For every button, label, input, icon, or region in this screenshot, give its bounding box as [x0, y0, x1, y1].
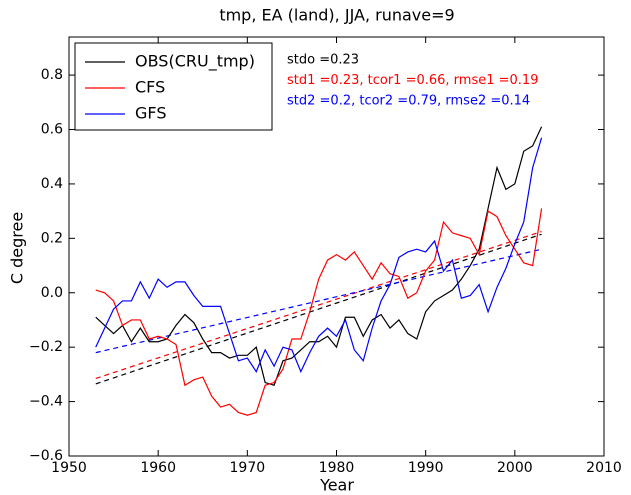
legend-label: CFS [135, 78, 165, 97]
legend-box [74, 42, 273, 131]
series-line [95, 208, 543, 416]
legend-label: OBS(CRU_tmp) [135, 52, 255, 72]
x-tick-label: 1970 [230, 460, 266, 476]
series-line [95, 126, 543, 386]
legend-label: GFS [135, 104, 166, 123]
x-tick-label: 2010 [586, 460, 622, 476]
trend-line [95, 230, 542, 380]
y-tick-label: −0.6 [29, 448, 63, 464]
x-tick-label: 1990 [408, 460, 444, 476]
annotation: std2 =0.2, tcor2 =0.79, rmse2 =0.14 [287, 94, 530, 109]
x-tick-label: 1980 [319, 460, 355, 476]
x-tick-label: 1950 [51, 460, 87, 476]
y-tick-label: −0.2 [29, 339, 63, 355]
x-tick-label: 1960 [140, 460, 176, 476]
annotation: stdo =0.23 [287, 53, 359, 68]
x-axis-label: Year [319, 476, 354, 495]
x-tick-label: 2000 [497, 460, 533, 476]
y-tick-label: 0.0 [41, 285, 63, 301]
trend-line [95, 233, 542, 385]
y-tick-label: 0.4 [41, 176, 63, 192]
y-axis-label: C degree [8, 212, 27, 284]
y-tick-label: −0.4 [29, 394, 63, 410]
y-tick-label: 0.2 [41, 230, 63, 246]
series-line [95, 137, 543, 374]
y-tick-label: 0.8 [41, 67, 63, 83]
chart-title: tmp, EA (land), JJA, runave=9 [219, 6, 454, 25]
y-tick-label: 0.6 [41, 122, 63, 138]
annotation: std1 =0.23, tcor1 =0.66, rmse1 =0.19 [287, 73, 538, 88]
